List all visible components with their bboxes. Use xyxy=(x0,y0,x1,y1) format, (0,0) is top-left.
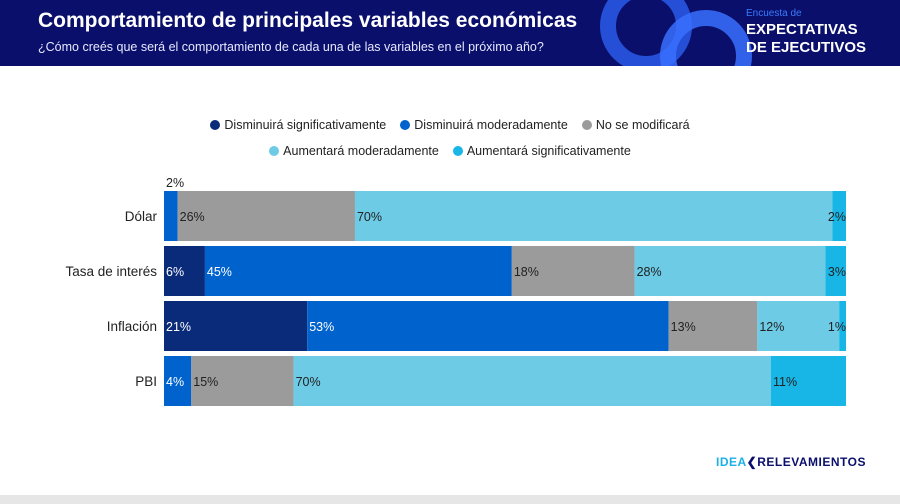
legend-swatch xyxy=(269,146,280,156)
bar-segment xyxy=(770,356,846,406)
data-label: 53% xyxy=(309,320,334,334)
category-label: Dólar xyxy=(125,209,158,224)
brand-line: DE EJECUTIVOS xyxy=(746,39,867,56)
legend-swatch xyxy=(581,120,592,130)
bar-segment xyxy=(164,246,205,296)
bar-segment xyxy=(511,246,635,296)
legend-label: No se modificará xyxy=(595,118,690,132)
brand-name: EXPECTATIVAS DE EJECUTIVOS xyxy=(746,21,866,57)
logo-relevamientos: RELEVAMIENTOS xyxy=(757,455,866,469)
legend-item: No se modificará xyxy=(581,118,690,132)
page-title: Comportamiento de principales variables … xyxy=(38,9,578,32)
legend-swatch xyxy=(452,146,463,156)
legend-swatch xyxy=(400,120,411,130)
data-label: 28% xyxy=(637,265,662,279)
data-label: 21% xyxy=(166,320,191,334)
data-label: 1% xyxy=(828,320,846,334)
data-label: 70% xyxy=(357,210,382,224)
legend-item: Aumentará moderadamente xyxy=(269,144,439,158)
bar-segment xyxy=(164,301,308,351)
data-label: 11% xyxy=(773,375,797,389)
data-label: 3% xyxy=(828,265,846,279)
brand-small: Encuesta de xyxy=(746,8,802,19)
footer-logo: IDEA❮RELEVAMIENTOS xyxy=(716,455,866,469)
logo-idea: IDEA xyxy=(716,455,747,469)
data-label: 13% xyxy=(671,320,696,334)
data-label: 70% xyxy=(296,375,321,389)
bar-segment xyxy=(177,191,355,241)
data-label: 2% xyxy=(828,210,846,224)
category-label: Tasa de interés xyxy=(65,264,157,279)
data-label: 18% xyxy=(514,265,539,279)
bar-segment xyxy=(164,356,192,406)
data-label: 6% xyxy=(166,265,184,279)
bar-segment xyxy=(354,191,833,241)
bar-segment xyxy=(757,301,840,351)
data-label: 26% xyxy=(180,210,205,224)
bar-segment xyxy=(204,246,512,296)
bar-segment xyxy=(307,301,669,351)
data-label: 15% xyxy=(193,375,218,389)
legend-swatch xyxy=(210,120,221,130)
bar-segment xyxy=(832,191,846,241)
bar-segment xyxy=(191,356,294,406)
data-label: 2% xyxy=(166,176,184,190)
data-label: 12% xyxy=(759,320,784,334)
bar-segment xyxy=(668,301,758,351)
bar-segment xyxy=(825,246,846,296)
legend-label: Disminuirá significativamente xyxy=(224,118,387,132)
brand-line: EXPECTATIVAS xyxy=(746,21,858,38)
category-label: Inflación xyxy=(107,319,157,334)
legend-item: Aumentará significativamente xyxy=(452,144,631,158)
legend-item: Disminuirá moderadamente xyxy=(400,118,568,132)
category-label: PBI xyxy=(135,374,157,389)
data-label: 45% xyxy=(207,265,232,279)
bar-segment xyxy=(634,246,826,296)
legend-label: Aumentará significativamente xyxy=(466,144,631,158)
legend-label: Aumentará moderadamente xyxy=(283,144,439,158)
legend-item: Disminuirá significativamente xyxy=(210,118,386,132)
bottom-band xyxy=(0,495,900,504)
chart-legend: Disminuirá significativamente Disminuirá … xyxy=(0,118,900,170)
legend-label: Disminuirá moderadamente xyxy=(414,118,568,132)
bar-segment xyxy=(839,301,846,351)
header-banner: Comportamiento de principales variables … xyxy=(0,0,900,66)
page-subtitle: ¿Cómo creés que será el comportamiento d… xyxy=(38,40,544,54)
bar-segment xyxy=(293,356,771,406)
bar-segment xyxy=(164,191,178,241)
data-label: 4% xyxy=(166,375,184,389)
